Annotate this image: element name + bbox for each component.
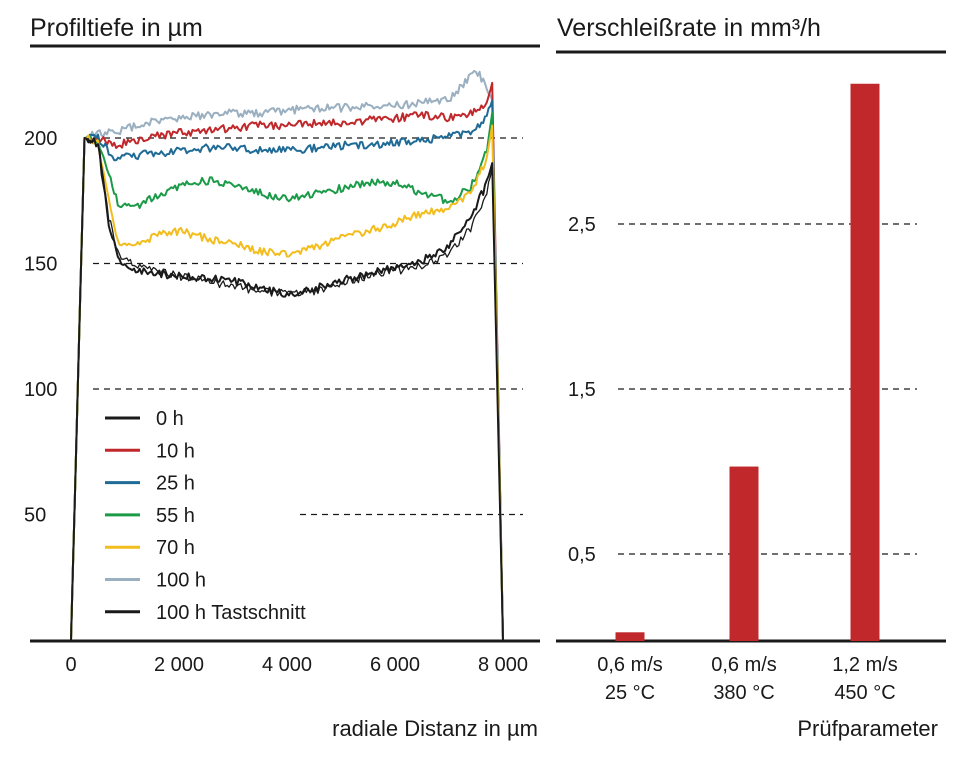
y-tick-label: 100: [24, 379, 57, 401]
x-tick-label: 6 000: [370, 654, 420, 676]
category-label-line1: 1,2 m/s: [832, 654, 898, 676]
series-line: [70, 69, 504, 641]
y-tick-label: 150: [24, 254, 57, 276]
x-tick-label: 4 000: [262, 654, 312, 676]
legend-label: 55 h: [156, 505, 195, 527]
legend-label: 70 h: [156, 537, 195, 559]
series-line: [70, 99, 504, 641]
bar: [615, 632, 645, 641]
category-label-line1: 0,6 m/s: [711, 654, 777, 676]
legend-label: 100 h Tastschnitt: [156, 602, 306, 624]
bar: [850, 83, 880, 641]
legend-label: 100 h: [156, 570, 206, 592]
x-tick-label: 8 000: [478, 654, 528, 676]
profile-chart: 50 100 150 200 0 2 000 4 000 6 000 8 000 radiale …: [24, 44, 540, 741]
x-tick-label: 0: [65, 654, 76, 676]
category-label-line2: 380 °C: [713, 682, 774, 704]
bar: [729, 466, 759, 641]
series-line: [70, 111, 504, 641]
category-label-line1: 0,6 m/s: [597, 654, 663, 676]
wear-rate-chart: 0,5 1,5 2,5 0,6 m/s 25 °C 0,6 m/s 380 °C 1,2 m/…: [556, 50, 946, 741]
series-line: [84, 137, 493, 297]
category-label-line2: 25 °C: [605, 682, 655, 704]
x-tick-label: 2 000: [154, 654, 204, 676]
series-line: [70, 124, 504, 641]
profile-chart-title: Profiltiefe in µm: [30, 14, 203, 42]
series-line: [70, 81, 504, 641]
x-axis-label: Prüfparameter: [797, 716, 938, 741]
category-label-line2: 450 °C: [834, 682, 895, 704]
y-tick-label: 0,5: [568, 544, 596, 566]
y-tick-label: 1,5: [568, 379, 596, 401]
wear-chart-title: Verschleißrate in mm³/h: [557, 14, 821, 42]
x-axis-label: radiale Distanz in µm: [332, 716, 538, 741]
legend-label: 10 h: [156, 440, 195, 462]
legend-label: 25 h: [156, 473, 195, 495]
legend-label: 0 h: [156, 408, 184, 430]
y-tick-label: 200: [24, 128, 57, 150]
y-tick-label: 2,5: [568, 214, 596, 236]
y-tick-label: 50: [24, 505, 46, 527]
